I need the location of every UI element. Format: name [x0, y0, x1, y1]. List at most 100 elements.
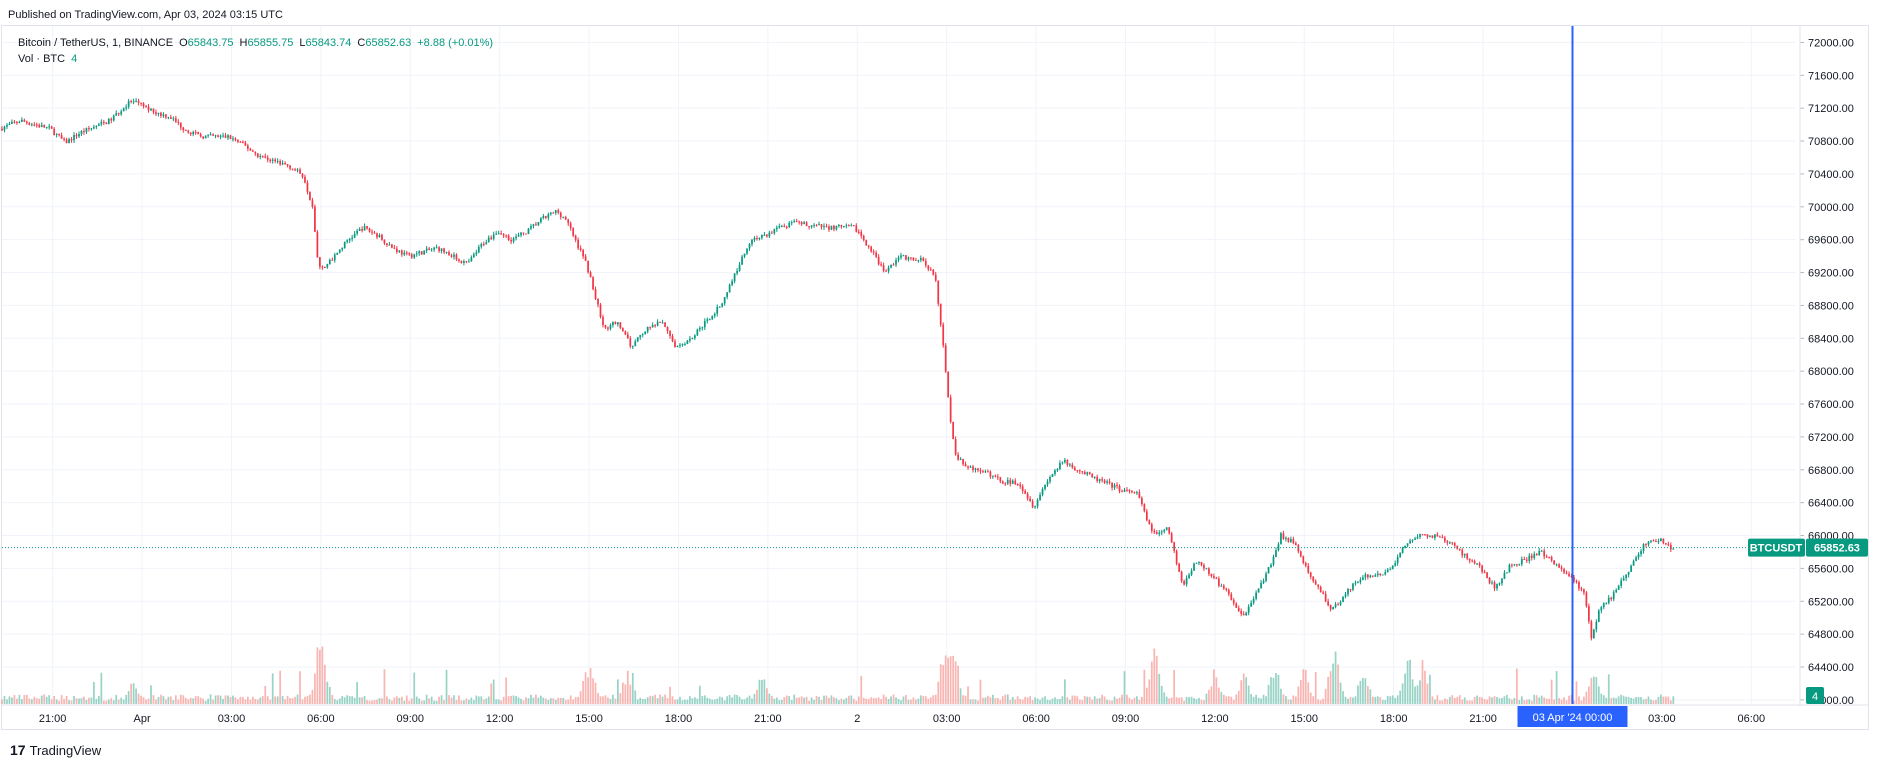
candle-body — [820, 224, 823, 228]
candle-body — [1307, 565, 1310, 573]
candle-body — [239, 141, 242, 143]
candle-body — [1185, 578, 1188, 585]
candle-body — [1215, 577, 1218, 579]
candle-body — [1217, 578, 1220, 586]
candle-body — [706, 319, 709, 322]
candle-body — [440, 248, 443, 251]
candle-body — [910, 257, 912, 259]
candle-body — [470, 257, 473, 262]
candle-body — [1148, 520, 1151, 525]
volume-bar — [852, 698, 855, 704]
volume-bar — [1054, 697, 1056, 704]
candle-body — [319, 257, 321, 267]
price-tick-label: 67200.00 — [1808, 432, 1854, 444]
candle-body — [592, 277, 594, 290]
candle-body — [1265, 573, 1267, 581]
volume-bar — [1481, 697, 1483, 704]
volume-bar — [698, 685, 701, 704]
candle-body — [423, 250, 426, 255]
candle-body — [75, 134, 78, 137]
candle-body — [547, 214, 550, 218]
volume-bar — [1019, 699, 1022, 704]
volume-bar — [751, 698, 753, 704]
volume-bar — [818, 696, 820, 704]
candle-body — [641, 334, 644, 336]
candle-body — [1247, 606, 1250, 613]
low-value: 65843.74 — [305, 37, 352, 49]
candle-body — [544, 215, 547, 218]
candle-body — [413, 254, 416, 258]
candle-body — [1585, 592, 1588, 607]
candle-body — [1163, 529, 1166, 532]
candle-body — [1138, 492, 1141, 499]
candle-body — [70, 139, 73, 141]
volume-bar — [1493, 696, 1496, 704]
candle-body — [977, 468, 979, 471]
volume-bar — [706, 697, 709, 704]
volume-bar — [1014, 699, 1017, 704]
candle-body — [35, 124, 38, 126]
volume-bar — [376, 699, 378, 704]
volume-bar — [912, 697, 915, 704]
volume-tag-label: 4 — [1812, 691, 1818, 703]
candle-body — [845, 225, 848, 227]
candle-body — [664, 322, 666, 327]
candle-body — [217, 135, 219, 137]
volume-bar — [1478, 696, 1481, 704]
candle-body — [1488, 577, 1491, 584]
candle-body — [753, 237, 756, 240]
volume-bar — [753, 693, 756, 704]
candle-body — [179, 122, 182, 128]
volume-bar — [1476, 695, 1479, 704]
volume-bar — [172, 700, 175, 704]
candle-body — [1436, 534, 1439, 537]
candle-body — [999, 477, 1002, 482]
volume-bar — [433, 700, 435, 704]
volume-bar — [803, 697, 806, 704]
candle-body — [1198, 562, 1200, 564]
volume-bar — [1133, 697, 1136, 704]
candle-body — [746, 248, 748, 254]
candle-body — [1108, 481, 1111, 483]
volume-bar — [1625, 696, 1628, 704]
candle-body — [708, 319, 711, 321]
candle-body — [28, 122, 31, 125]
candle-body — [778, 226, 781, 228]
price-tick-label: 64800.00 — [1808, 629, 1854, 641]
candle-body — [1272, 556, 1275, 565]
candle-body — [1024, 491, 1027, 494]
candle-body — [323, 266, 326, 268]
volume-bar — [708, 698, 711, 704]
volume-bar — [1342, 691, 1344, 704]
candle-body — [1645, 544, 1647, 546]
candle-body — [492, 234, 495, 239]
volume-bar — [112, 700, 115, 704]
volume-bar — [691, 698, 694, 704]
volume-bar — [20, 699, 23, 704]
candle-body — [525, 233, 527, 235]
volume-bar — [624, 684, 627, 704]
volume-bar — [614, 698, 617, 704]
volume-bar — [371, 700, 373, 704]
volume-bar — [1434, 699, 1436, 704]
price-tag — [1806, 538, 1868, 557]
volume-bar — [1381, 700, 1384, 704]
volume-bar — [346, 695, 349, 704]
candle-body — [410, 254, 413, 258]
volume-bar — [1049, 700, 1051, 704]
candle-body — [333, 254, 336, 261]
volume-bar — [775, 697, 778, 704]
volume-bar — [1247, 685, 1250, 704]
volume-bar — [842, 699, 845, 704]
volume-bar — [1093, 696, 1096, 704]
volume-bar — [636, 699, 639, 704]
candle-body — [165, 114, 167, 118]
candle-body — [1143, 504, 1146, 512]
volume-bar — [266, 696, 269, 704]
volume-bar — [763, 679, 766, 704]
volume-bar — [1610, 697, 1613, 704]
volume-tag — [1806, 687, 1824, 704]
candle-body — [1242, 613, 1245, 616]
candle-body — [937, 280, 940, 304]
